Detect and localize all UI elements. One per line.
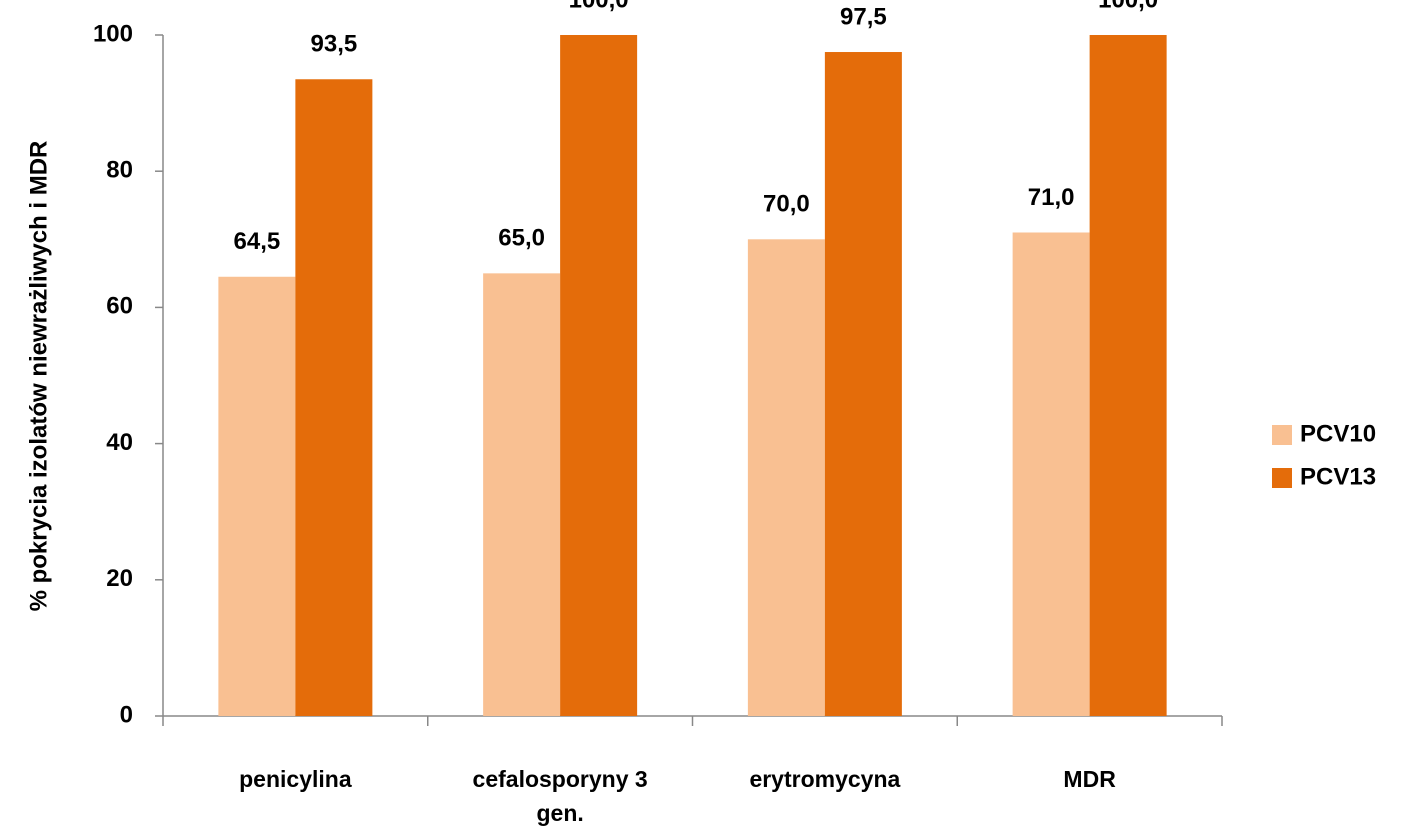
y-tick-label: 20 [106, 565, 133, 592]
data-label: 70,0 [763, 191, 810, 218]
x-tick-label: penicylina [239, 766, 352, 792]
data-label: 97,5 [840, 3, 887, 30]
bar [560, 35, 638, 716]
data-label: 65,0 [498, 225, 545, 252]
legend-label: PCV10 [1300, 420, 1376, 447]
legend-swatch [1272, 425, 1292, 445]
x-tick-label: MDR [1063, 766, 1116, 792]
x-tick-label: cefalosporyny 3 gen. [472, 766, 648, 826]
bar [295, 79, 373, 716]
x-tick-label: erytromycyna [749, 766, 901, 792]
data-label: 100,0 [569, 0, 629, 13]
legend-swatch [1272, 468, 1292, 488]
y-axis-label: % pokrycia izolatów niewrażliwych i MDR [25, 141, 52, 612]
y-tick-label: 80 [106, 157, 133, 184]
data-label: 64,5 [234, 228, 281, 255]
bar [1089, 35, 1167, 716]
y-tick-label: 0 [120, 701, 133, 728]
bar [1012, 232, 1090, 717]
bar [218, 276, 296, 716]
legend-label: PCV13 [1300, 463, 1376, 490]
bar [824, 52, 902, 716]
y-tick-label: 40 [106, 429, 133, 456]
y-tick-label: 60 [106, 293, 133, 320]
data-label: 93,5 [311, 31, 358, 58]
bar [747, 239, 825, 717]
y-tick-label: 100 [93, 20, 133, 47]
bar [483, 273, 561, 716]
data-label: 71,0 [1028, 184, 1075, 211]
data-label: 100,0 [1098, 0, 1158, 13]
